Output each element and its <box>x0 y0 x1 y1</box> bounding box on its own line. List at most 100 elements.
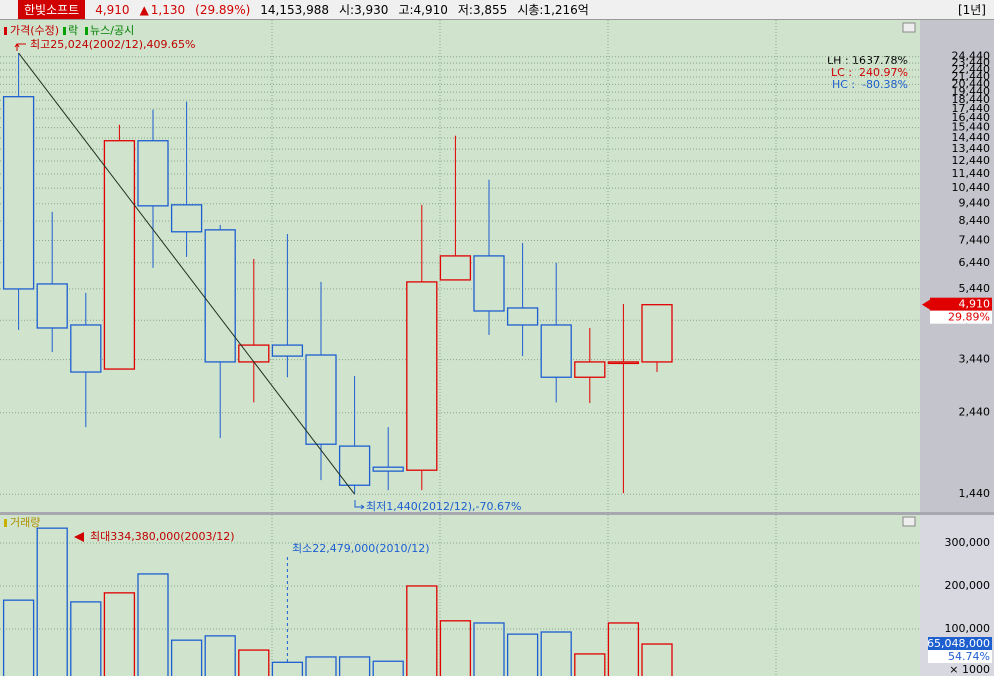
candle-body <box>170 204 203 233</box>
candle-body <box>137 140 169 207</box>
divider <box>0 512 994 515</box>
y-tick-label: 5,440 <box>959 282 991 295</box>
trend-line <box>18 52 355 495</box>
candle-body <box>2 96 35 290</box>
current-change-box <box>928 650 992 664</box>
candle-body <box>271 344 304 357</box>
candle-body <box>204 229 236 363</box>
y-tick-label: 100,000 <box>945 622 991 635</box>
candle-body <box>473 255 505 312</box>
y-tick-label: 2,440 <box>959 406 991 419</box>
volume-bar <box>103 592 136 676</box>
candle-body <box>305 354 337 445</box>
volume-bar <box>473 622 505 676</box>
legend-swatch <box>4 519 7 527</box>
y-tick-label: 19,440 <box>952 85 991 98</box>
candle-body <box>574 361 606 378</box>
y-tick-label: 1,440 <box>959 487 991 500</box>
stock-name[interactable]: 한빛소프트 <box>18 0 86 19</box>
panel-button[interactable] <box>902 22 916 33</box>
legend-news: 뉴스/공시 <box>90 24 134 37</box>
stat-lc: LC : 240.97% <box>831 66 908 79</box>
chart: 가격(수정) 락 뉴스/공시 최고25,024(2002/12),409.65%… <box>0 20 994 676</box>
change: 1,130 <box>150 2 186 17</box>
y-tick-label: 18,440 <box>952 93 991 106</box>
volume-bar <box>406 585 438 676</box>
y-tick-label: 9,440 <box>959 197 991 210</box>
price: 4,910 <box>95 2 130 17</box>
y-tick-label: 300,000 <box>945 536 991 549</box>
candle-body <box>338 445 371 486</box>
volume: 14,153,988 <box>260 2 329 17</box>
y-tick-label: 6,440 <box>959 256 991 269</box>
volume-bar <box>641 643 673 676</box>
current-box <box>930 297 992 311</box>
volume-bar <box>70 601 102 676</box>
v-grid <box>271 20 777 676</box>
volume-bar <box>338 656 371 676</box>
current-volume: 65,048,000 <box>927 637 990 650</box>
candle-body <box>70 324 102 373</box>
y-tick-label: 12,440 <box>952 154 991 167</box>
volume-bar <box>36 527 68 676</box>
current-change-box <box>930 310 992 324</box>
current-marker <box>922 299 930 310</box>
min-annotation: 최소22,479,000(2010/12) <box>292 542 430 555</box>
y-tick-label: 3,440 <box>959 353 991 366</box>
legend-swatch <box>4 27 7 35</box>
volume-bar <box>607 622 640 676</box>
y-tick-label: 7,440 <box>959 233 991 246</box>
volume-bar <box>372 660 404 676</box>
candle-body <box>607 361 640 365</box>
max-annotation: 최대334,380,000(2003/12) <box>90 530 235 543</box>
legend-swatch <box>63 27 66 35</box>
volume-bar <box>2 599 35 676</box>
current-box <box>928 637 992 651</box>
y-tick-label: 21,440 <box>952 70 991 83</box>
panel-button[interactable] <box>902 516 916 527</box>
candle-body <box>439 255 472 281</box>
low: 저:3,855 <box>457 3 508 17</box>
candle-body <box>641 304 673 363</box>
volume-bar <box>137 573 169 676</box>
legend-price: 가격(수정) <box>10 24 59 37</box>
y-tick-label: 200,000 <box>945 579 991 592</box>
y-tick-label: 22,440 <box>952 63 991 76</box>
legend-swatch <box>85 27 88 35</box>
volume-bar <box>305 656 337 676</box>
y-tick-label: 23,440 <box>952 56 991 69</box>
volume-bar <box>506 633 539 676</box>
market-cap: 시총:1,216억 <box>517 3 589 17</box>
period-button[interactable]: [1년] <box>957 3 986 17</box>
open: 시:3,930 <box>339 3 389 17</box>
unit-label: × 1000 <box>949 663 990 676</box>
volume-bar <box>574 653 606 676</box>
candle-body <box>36 283 68 329</box>
candle-body <box>540 324 572 378</box>
candle-body <box>406 281 438 471</box>
high: 고:4,910 <box>398 3 448 17</box>
stat-lh: LH : 1637.78% <box>827 54 908 67</box>
candle-body <box>372 466 404 472</box>
header: 한빛소프트 4,910 ▲ 1,130 (29.89%) 14,153,988 … <box>0 0 994 20</box>
y-tick-label: 8,440 <box>959 214 991 227</box>
up-arrow: ▲ <box>139 2 149 17</box>
candle-body <box>506 307 539 326</box>
legend-rights: 락 <box>68 24 78 37</box>
stat-hc: HC : -80.38% <box>832 78 908 91</box>
y-tick-label: 14,440 <box>952 131 991 144</box>
legend-volume: 거래량 <box>10 516 40 529</box>
volume-bar <box>271 661 304 676</box>
max-marker <box>74 532 84 542</box>
high-annotation: 최고25,024(2002/12),409.65% <box>30 38 195 51</box>
y-tick-label: 15,440 <box>952 121 991 134</box>
volume-bar <box>540 631 572 676</box>
volume-bar <box>238 649 270 676</box>
volume-panel <box>0 515 920 676</box>
y-tick-label: 13,440 <box>952 142 991 155</box>
y-tick-label: 11,440 <box>952 167 991 180</box>
volume-bar <box>439 620 472 676</box>
change-pct: (29.89%) <box>195 2 251 17</box>
current-change: 29.89% <box>948 311 990 324</box>
